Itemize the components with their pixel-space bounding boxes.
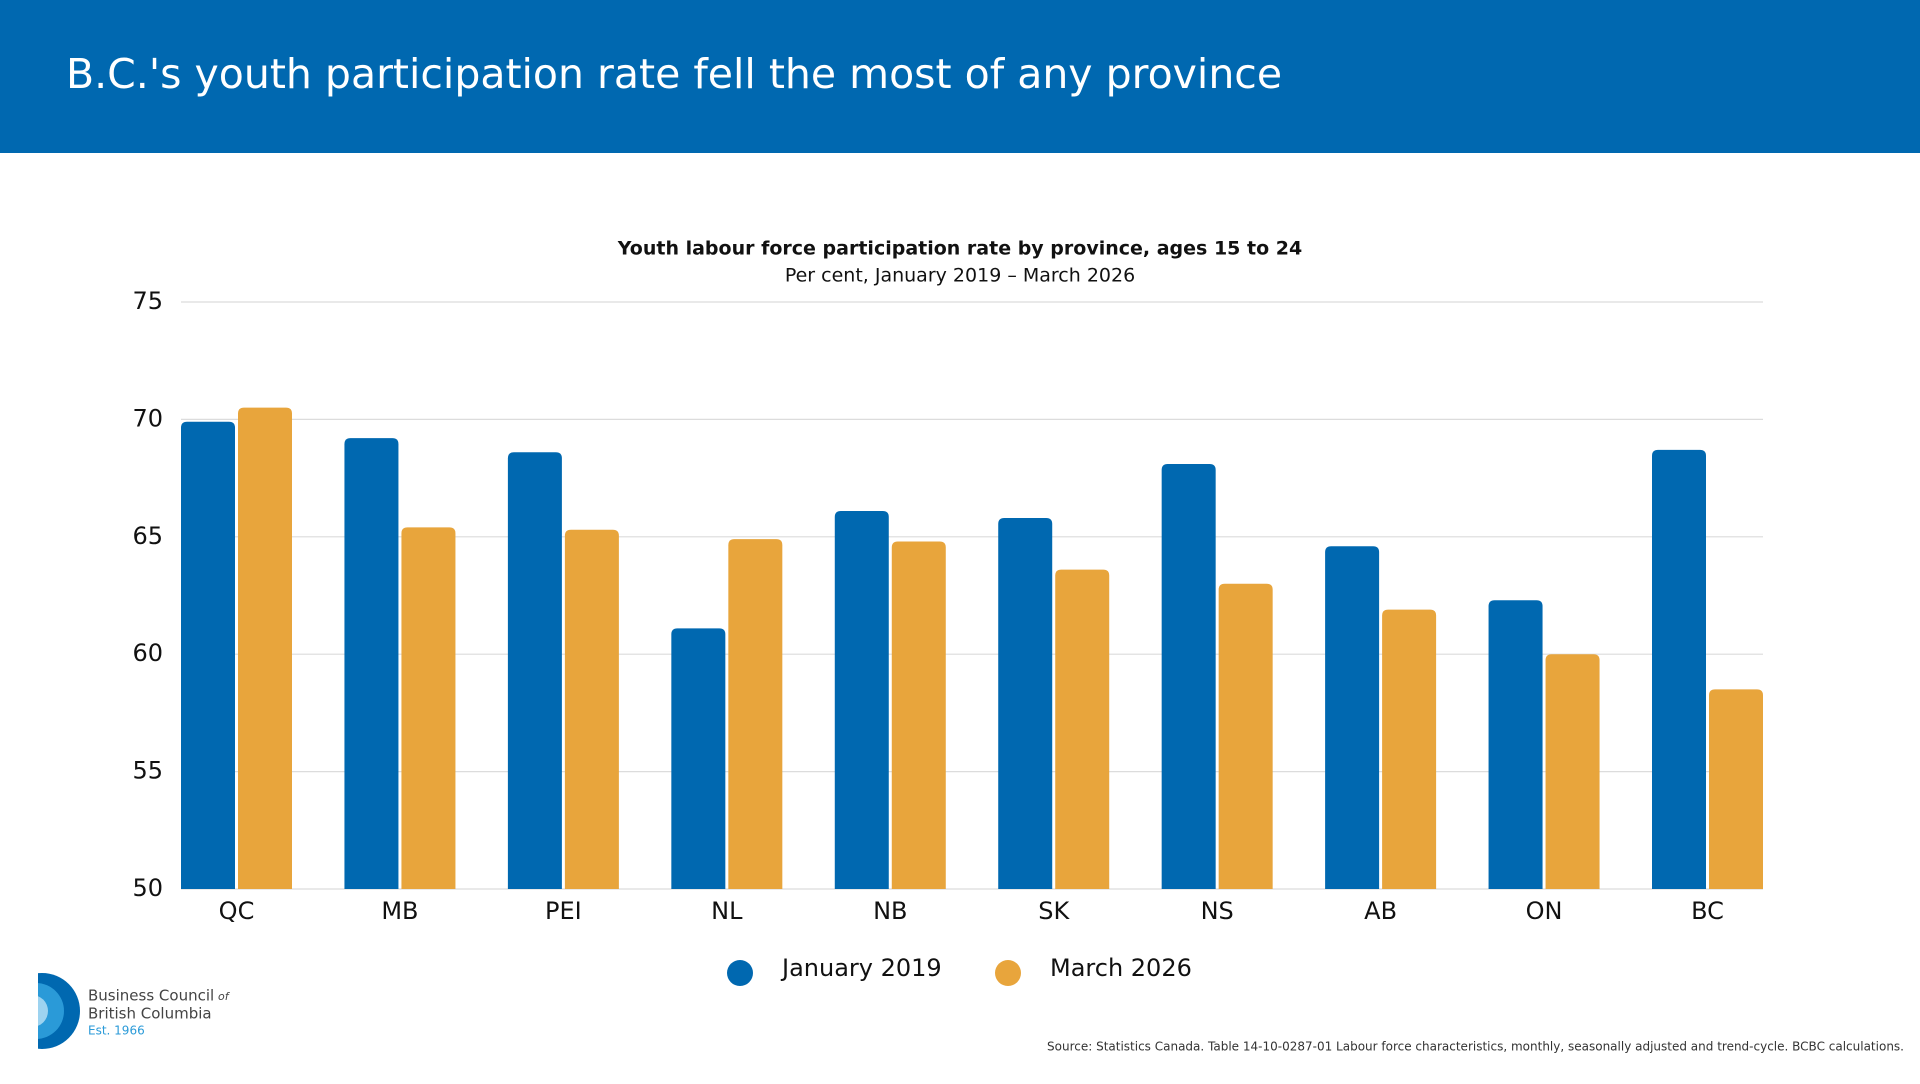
logo-est: Est. 1966 [88,1024,145,1038]
x-tick-label: AB [1364,897,1397,925]
logo: Business Council of British Columbia Est… [0,960,231,1060]
chart-title: Youth labour force participation rate by… [617,238,1302,260]
logo-mask [0,960,38,1060]
bar [1325,546,1380,889]
x-tick-label: NB [873,897,907,925]
chart-subtitle: Per cent, January 2019 – March 2026 [785,265,1135,287]
bar [564,529,619,889]
bar [891,541,946,889]
bar [1055,569,1110,889]
x-tick-label: NS [1201,897,1234,925]
x-tick-label: QC [219,897,255,925]
bar [507,452,562,889]
logo-line: British Columbia [88,1005,212,1023]
bar [238,407,292,889]
bar [1161,464,1216,889]
legend-marker [995,960,1021,986]
header-band [0,0,1920,153]
bar [1382,609,1437,889]
y-tick-label: 55 [132,757,163,785]
x-tick-label: SK [1038,897,1070,925]
x-tick-label: MB [381,897,418,925]
x-tick-label: BC [1691,897,1724,925]
x-tick-label: NL [711,897,743,925]
bar [344,438,399,889]
bar [834,510,889,889]
page-title: B.C.'s youth participation rate fell the… [66,50,1282,98]
bar [998,518,1053,889]
legend-marker [727,960,753,986]
bar [401,527,456,889]
y-tick-label: 50 [132,874,163,902]
legend-label: January 2019 [780,954,942,982]
y-tick-label: 65 [132,522,163,550]
y-tick-label: 75 [132,287,163,315]
bar [1218,583,1273,889]
bar [1488,600,1543,889]
logo-of: of [218,990,231,1003]
source-note: Source: Statistics Canada. Table 14-10-0… [1047,1040,1904,1054]
bar [728,539,783,889]
y-tick-label: 60 [132,639,163,667]
bar [1652,449,1706,889]
x-tick-label: PEI [545,897,582,925]
legend-label: March 2026 [1050,954,1192,982]
logo-name: Business Council [88,987,214,1005]
bar [671,628,726,889]
x-tick-label: ON [1526,897,1563,925]
bar [1709,689,1763,889]
bar [1545,654,1600,889]
bar [181,421,235,889]
y-tick-label: 70 [132,404,163,432]
